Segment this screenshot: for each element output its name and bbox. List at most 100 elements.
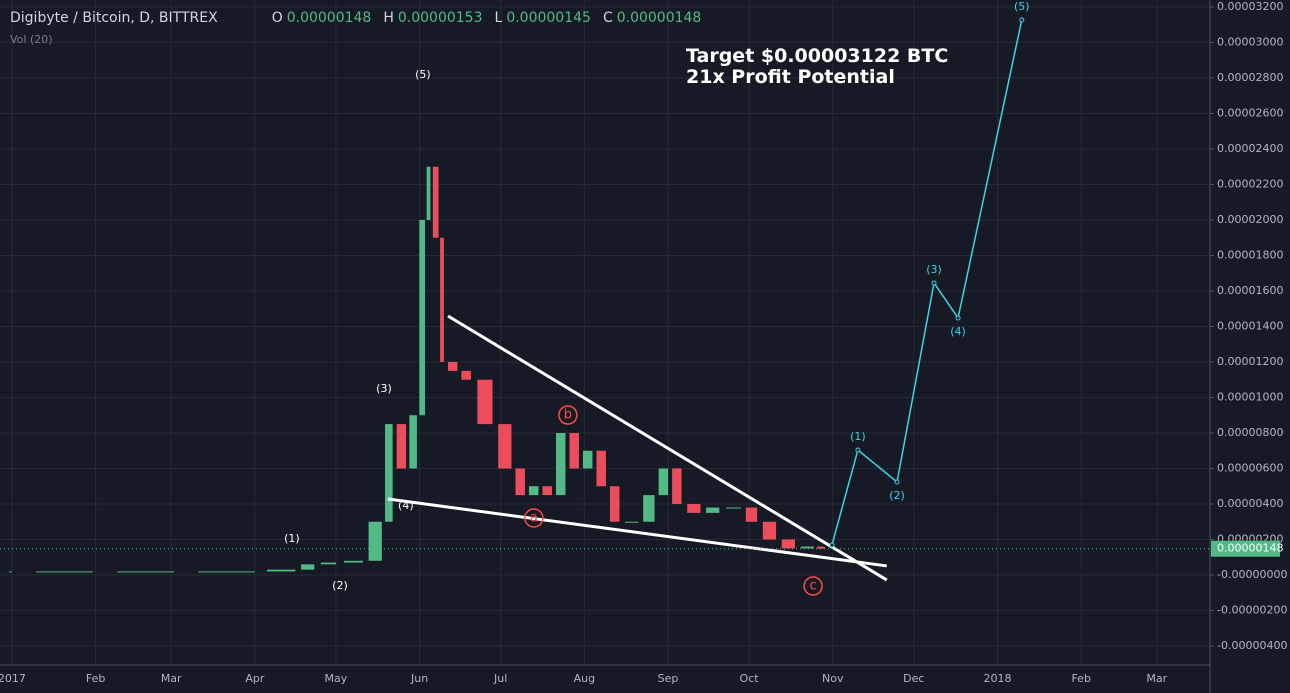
header: Digibyte / Bitcoin, D, BITTREX O 0.000001… — [10, 10, 709, 26]
candle — [800, 546, 814, 549]
y-tick-label: 0.00001600 — [1217, 284, 1283, 297]
y-tick-label: -0.00000200 — [1217, 604, 1287, 617]
last-price-tag — [1211, 540, 1280, 557]
projection-point — [931, 280, 937, 286]
candle — [528, 486, 539, 496]
candle — [440, 237, 444, 362]
candle — [569, 432, 579, 469]
volume-label[interactable]: Vol (20) — [10, 33, 53, 46]
candle — [432, 166, 439, 238]
y-tick-label: -0.00000000 — [1217, 568, 1287, 581]
symbol[interactable]: Digibyte / Bitcoin, D, BITTREX — [10, 10, 218, 26]
candle — [301, 564, 315, 570]
candle — [609, 486, 620, 522]
candle — [542, 486, 552, 496]
wave-label: (1) — [284, 532, 300, 545]
y-tick-label: 0.00002000 — [1217, 213, 1283, 226]
x-tick-label: 2017 — [0, 672, 26, 685]
candle — [426, 166, 431, 220]
candle — [461, 370, 471, 380]
candle — [625, 521, 639, 523]
y-tick-label: 0.00002200 — [1217, 177, 1283, 190]
candle — [117, 571, 174, 573]
candle — [409, 415, 417, 469]
wave-circle — [803, 576, 823, 596]
ohlc-key: O — [271, 10, 283, 26]
x-tick-label: Jun — [410, 672, 428, 685]
projection-point — [955, 315, 961, 321]
y-tick-label: 0.00000400 — [1217, 497, 1283, 510]
projection-point — [829, 542, 835, 548]
wave-label: c — [809, 579, 816, 594]
ohlc-value: 0.00000148 — [286, 10, 372, 26]
x-tick-label: Oct — [740, 672, 760, 685]
y-tick-label: 0.00003200 — [1217, 0, 1283, 13]
wave-label: (4) — [950, 325, 966, 338]
wave-label: (4) — [398, 499, 414, 512]
candle — [817, 546, 825, 549]
trendline — [447, 314, 888, 582]
ohlc-key: H — [383, 10, 394, 26]
x-tick-label: Feb — [86, 672, 105, 685]
ohlc-value: 0.00000153 — [397, 10, 483, 26]
candle — [672, 468, 682, 504]
candle — [344, 560, 363, 563]
candle — [643, 495, 655, 522]
wave-circle — [524, 508, 544, 528]
x-tick-label: Feb — [1071, 672, 1090, 685]
wave-label: b — [564, 408, 572, 423]
wave-circle — [558, 405, 578, 425]
y-tick-label: 0.00002400 — [1217, 142, 1283, 155]
wave-label: (2) — [889, 489, 905, 502]
y-tick-label: 0.00002800 — [1217, 71, 1283, 84]
x-tick-label: Mar — [1146, 672, 1167, 685]
candle — [477, 379, 493, 425]
ohlc-value: 0.00000145 — [506, 10, 591, 26]
projection-point — [1019, 17, 1025, 23]
last-price-label: 0.00000148 — [1217, 542, 1283, 555]
candle — [687, 503, 701, 513]
candle — [419, 219, 426, 416]
x-tick-label: Nov — [822, 672, 844, 685]
wave-label: (2) — [332, 579, 348, 592]
candle — [447, 361, 458, 371]
candle — [396, 424, 407, 469]
wave-label: (1) — [850, 430, 866, 443]
y-tick-label: 0.00001200 — [1217, 355, 1283, 368]
ohlc-key: C — [602, 10, 613, 26]
candle — [368, 521, 382, 561]
candle — [658, 468, 669, 496]
candle — [9, 571, 12, 573]
candle — [515, 468, 525, 496]
candle — [745, 507, 758, 522]
wave-label: a — [530, 511, 538, 526]
x-tick-label: Mar — [161, 672, 182, 685]
candle — [582, 450, 593, 469]
annotation-line: 21x Profit Potential — [686, 66, 895, 88]
y-tick-label: -0.00000400 — [1217, 639, 1287, 652]
wave-label: (3) — [926, 263, 942, 276]
ohlc-key: L — [494, 10, 503, 26]
x-tick-label: Sep — [658, 672, 679, 685]
candle — [596, 450, 606, 487]
wave-label: (5) — [415, 68, 431, 81]
y-tick-label: 0.00000800 — [1217, 426, 1283, 439]
candle — [267, 569, 296, 572]
annotation: Target $0.00003122 BTC 21x Profit Potent… — [686, 46, 948, 88]
candle — [555, 432, 566, 496]
candle — [36, 571, 93, 573]
ohlc-value: 0.00000148 — [616, 10, 702, 26]
wave-label: (5) — [1014, 0, 1030, 13]
x-tick-label: Aug — [574, 672, 595, 685]
y-tick-label: 0.00001000 — [1217, 390, 1283, 403]
candle — [725, 507, 741, 509]
price-axis — [1210, 0, 1290, 693]
candle — [762, 521, 777, 540]
annotation-line: Target $0.00003122 BTC — [686, 45, 949, 67]
projection-point — [894, 479, 900, 485]
wave-label: (3) — [376, 382, 392, 395]
projection-line — [831, 19, 1023, 546]
trendline — [387, 497, 887, 568]
